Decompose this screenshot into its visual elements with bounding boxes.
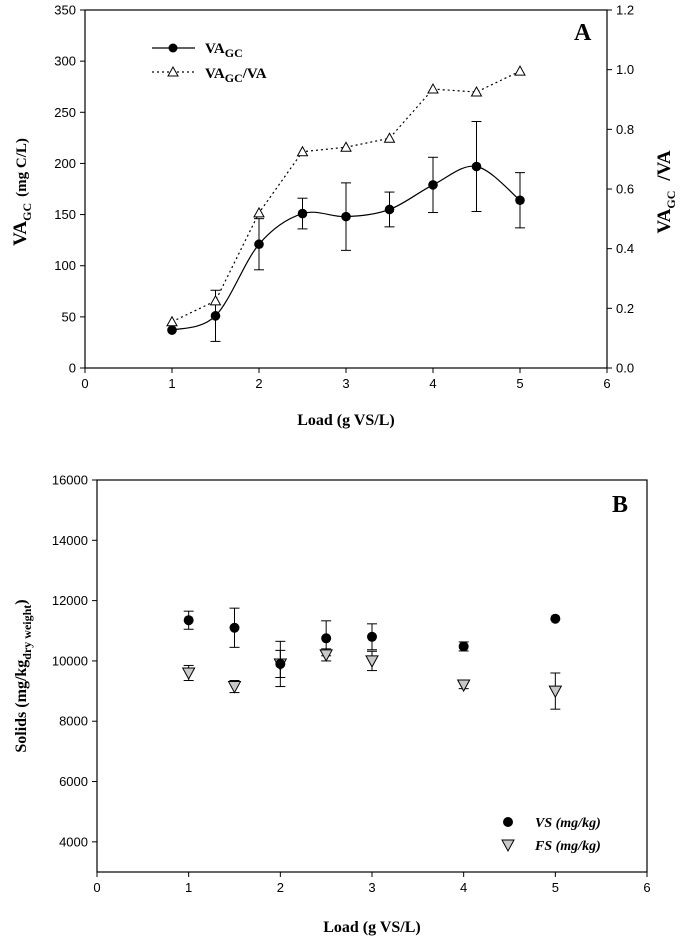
series-vagc-point [297,208,308,219]
series-fs-point [456,679,471,693]
panel-b-y-label-main: Solids (mg/kg [13,660,30,753]
panel-a-y2-tick-label: 1.0 [616,62,634,77]
series-vagc-va-point [340,141,352,152]
panel-a-y2-tick-label: 0.2 [616,301,634,316]
series-vagc-point [167,325,177,335]
panel-b-y-tick-label: 16000 [52,473,88,488]
series-fs-point [181,667,196,681]
panel-a-y-tick-label: 250 [54,105,76,120]
series-fs-point [548,685,563,699]
legend-label-vagc: VAGC [205,41,243,60]
panel-a-x-tick-label: 3 [342,376,349,391]
panel-a-chart: A Load (g VS/L) VAGC(mg C/L) VAGC/VA VAG… [10,3,678,430]
series-vagc-point [384,204,395,215]
panel-a-y-tick-label: 300 [54,54,76,69]
panel-b-y-tick-label: 10000 [52,653,88,668]
panel-b-y-tick-label: 12000 [52,593,88,608]
panel-b-x-tick-label: 2 [277,880,284,895]
panel-b-y-tick-label: 4000 [59,834,88,849]
series-vagc-point [515,195,525,206]
panel-a-legend: VAGC VAGC/VA [152,41,267,85]
panel-a-letter: A [574,20,592,46]
panel-b-x-tick-label: 6 [643,880,650,895]
panel-b-y-label-end: ) [13,599,30,604]
series-vagc-va-point [514,65,526,76]
panel-a-x-tick-label: 2 [255,376,262,391]
panel-a-x-tick-label: 0 [81,376,88,391]
legend-label-vs: VS (mg/kg) [535,816,601,831]
series-fs-point [227,681,242,694]
legend-label-fs: FS (mg/kg) [534,839,601,854]
panel-a-y-tick-label: 200 [54,156,76,171]
panel-b-x-axis-label: Load (g VS/L) [323,919,421,936]
panel-b-y-tick-label: 8000 [59,714,88,729]
panel-b-y-tick-label: 14000 [52,533,88,548]
panel-a-y2-tick-label: 1.2 [616,3,634,18]
panel-a-y-tick-label: 350 [54,3,76,18]
panel-a-y-label-main: VA [10,221,31,246]
panel-b-x-tick-label: 1 [185,880,192,895]
panel-a-y-label-units: (mg C/L) [14,138,30,197]
panel-b-x-tick-label: 0 [93,880,100,895]
series-vs-point [183,615,194,626]
series-vagc-va-point [383,132,396,143]
series-vs-point [458,641,469,652]
series-vagc-point [341,211,351,222]
series-vagc-point [471,161,482,172]
series-fs-point [365,655,379,668]
panel-a-x-tick-label: 5 [516,376,523,391]
series-vagc-va-point [470,86,483,97]
series-vs-point [229,622,240,633]
panel-b-plot-frame [96,479,648,873]
panel-b-y-label-sub: dry weight [20,605,34,660]
legend-marker-triangle [167,65,179,77]
panel-b-letter: B [612,492,628,518]
panel-a-y2-tick-label: 0.8 [616,122,634,137]
panel-a-y2-tick-label: 0.0 [616,361,634,376]
series-vagc-point [210,311,221,321]
legend-marker-fs-triangle [501,839,515,853]
panel-a-y-label-sub: GC [20,203,34,221]
series-vs-point [321,633,332,644]
panel-a-y2-label-main: VA [654,208,675,233]
panel-b-x-tick-label: 5 [552,880,559,895]
panel-b-y-tick-label: 6000 [59,774,88,789]
panel-a-y2-tick-label: 0.4 [616,241,634,256]
series-vs-point [550,613,561,624]
legend-marker-vs-circle [503,817,513,827]
panel-a-x-axis-label: Load (g VS/L) [297,412,395,429]
series-fs-point [319,649,334,662]
series-vagc-va-point [166,315,178,327]
panel-a-x-tick-label: 6 [603,376,610,391]
legend-label-vagc-va: VAGC/VA [205,66,267,85]
panel-b-chart: B Load (g VS/L) Solids (mg/kgdry weight)… [13,473,651,937]
series-vs-point [275,658,286,669]
panel-a-y-axis-label: VAGC (mg C/L) [10,138,34,246]
panel-a-y2-label-rest: /VA [654,150,675,182]
panel-a-y2-label-sub: GC [664,191,678,209]
series-vagc-point [428,180,438,190]
legend-marker-circle [168,43,178,53]
panel-a-y-tick-label: 0 [69,361,76,376]
panel-a-x-tick-label: 4 [429,376,436,391]
panel-b-y-axis-label: Solids (mg/kgdry weight) [13,599,34,752]
panel-a-y-tick-label: 100 [54,258,76,273]
panel-b-x-tick-label: 3 [368,880,375,895]
panel-b-legend: VS (mg/kg) FS (mg/kg) [501,816,601,854]
series-vagc-va-point [209,294,222,306]
series-vagc-point [254,239,264,250]
panel-a-y2-axis-label: VAGC/VA [654,150,678,234]
panel-b-x-tick-label: 4 [460,880,467,895]
series-vagc-va-point [296,145,309,157]
series-vagc-va-point [427,83,439,94]
panel-a-y2-tick-label: 0.6 [616,182,634,197]
series-vs-point [367,631,377,642]
panel-a-y-tick-label: 50 [62,309,76,324]
panel-a-x-tick-label: 1 [168,376,175,391]
series-vagc-va-point [253,206,265,218]
panel-a-y-tick-label: 150 [54,207,76,222]
